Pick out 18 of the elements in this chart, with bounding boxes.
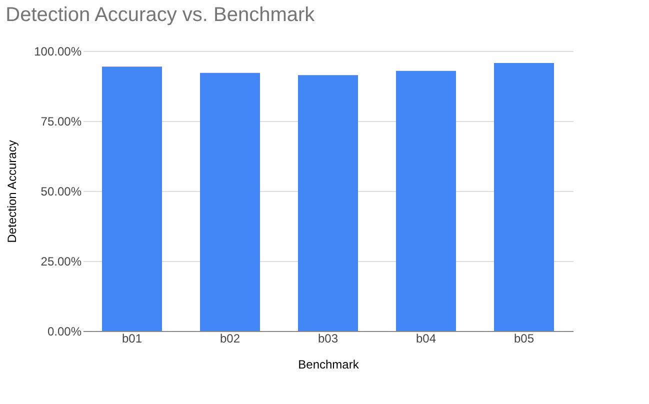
- bar: [102, 66, 162, 331]
- y-tick-label: 100.00%: [34, 44, 82, 58]
- bar: [494, 63, 554, 331]
- y-tick-label: 50.00%: [40, 184, 82, 198]
- x-tick-label: b04: [416, 332, 436, 346]
- x-tick-label: b05: [514, 332, 534, 346]
- y-axis-title: Detection Accuracy: [5, 140, 20, 243]
- x-tick-label: b01: [122, 332, 142, 346]
- bar: [298, 75, 358, 331]
- chart-title: Detection Accuracy vs. Benchmark: [6, 4, 316, 26]
- y-tick-label: 75.00%: [40, 114, 82, 128]
- bar: [200, 72, 260, 331]
- x-tick-label: b02: [220, 332, 240, 346]
- x-axis-title: Benchmark: [298, 358, 360, 372]
- x-tick-label: b03: [318, 332, 338, 346]
- y-tick-label: 0.00%: [47, 324, 82, 338]
- y-tick-label: 25.00%: [40, 254, 82, 268]
- bar: [396, 70, 456, 331]
